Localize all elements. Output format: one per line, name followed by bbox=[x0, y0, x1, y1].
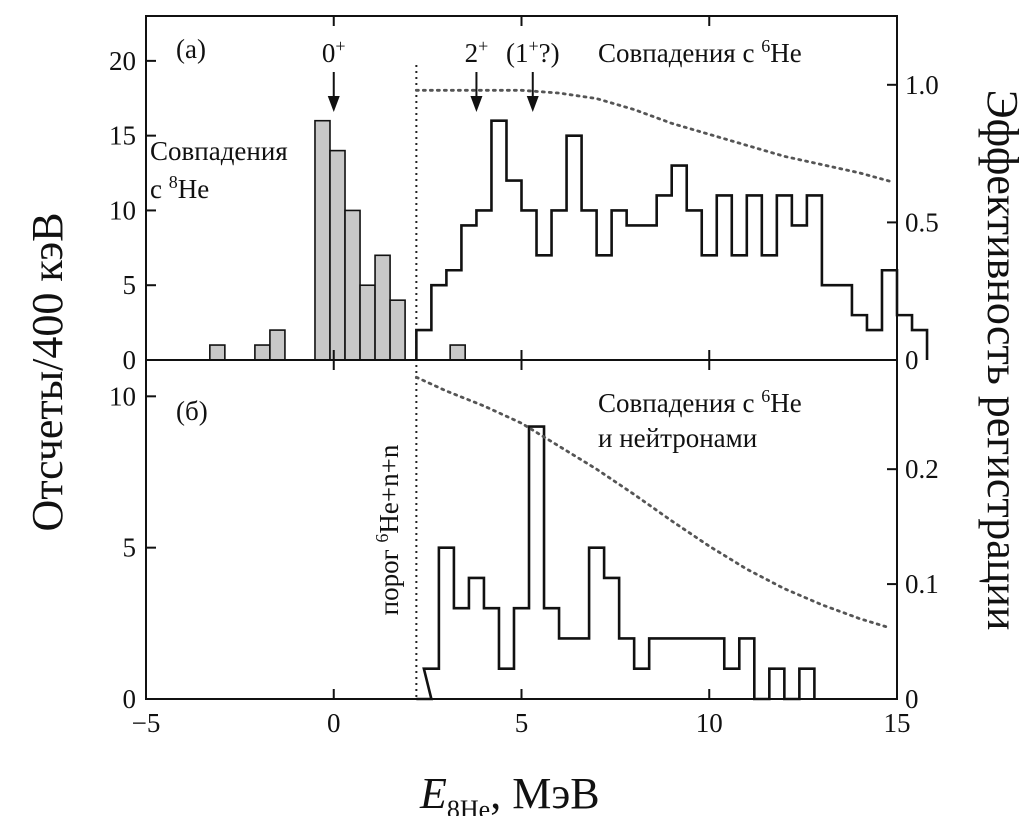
panel-a-eff-tick-label: 1.0 bbox=[905, 70, 939, 100]
shaded-series-label-line1: Совпадения bbox=[150, 136, 288, 166]
panel-a-y-tick-label: 10 bbox=[109, 195, 136, 225]
x-tick-label: 5 bbox=[515, 708, 529, 738]
histogram-bar-8he bbox=[449, 344, 466, 361]
histogram-bar-8he bbox=[269, 329, 286, 361]
x-tick-label: 15 bbox=[884, 708, 911, 738]
x-tick-label: 0 bbox=[327, 708, 341, 738]
threshold-label: порог 6He+n+n bbox=[372, 444, 404, 615]
histogram-bar-8he bbox=[209, 344, 226, 361]
histogram-bar-8he bbox=[374, 254, 391, 361]
y-axis-left-title: Отсчеты/400 кэВ bbox=[23, 213, 72, 532]
panel-b-histogram-step-0 bbox=[416, 425, 816, 701]
panel-a-y-tick-label: 20 bbox=[109, 46, 136, 76]
peak-arrow-head bbox=[327, 96, 340, 112]
panel-b-label: (б) bbox=[176, 396, 208, 426]
panel-a-y-tick-label: 15 bbox=[109, 121, 136, 151]
panel-a-legend-line1: Совпадения с 6He bbox=[598, 36, 802, 68]
panel-b-eff-tick-label: 0 bbox=[905, 684, 919, 714]
x-axis-title-subscript: 8He bbox=[447, 795, 490, 816]
panel-b-legend-line2: и нейтронами bbox=[598, 423, 757, 453]
panel-b-eff-tick-label: 0.2 bbox=[905, 454, 939, 484]
y-axis-right-title: Эффективность регистрации bbox=[978, 90, 1021, 631]
peak-label: 2+ bbox=[465, 36, 489, 68]
panel-a-y-tick-label: 5 bbox=[123, 270, 137, 300]
histogram-bar-8he bbox=[389, 299, 406, 361]
text-layer: Отсчеты/400 кэВ Эффективность регистраци… bbox=[23, 90, 1021, 816]
panel-b-legend-line1: Совпадения с 6He bbox=[598, 386, 802, 418]
panel-b-y-tick-label: 0 bbox=[123, 684, 137, 714]
peak-arrow-head bbox=[470, 96, 483, 112]
histogram-fill-layer bbox=[209, 119, 466, 361]
histogram-bar-8he bbox=[359, 284, 376, 361]
peak-label: (1+?) bbox=[506, 36, 560, 68]
peak-label: 0+ bbox=[322, 36, 346, 68]
x-tick-label: −5 bbox=[132, 708, 161, 738]
x-axis-title-unit: , МэВ bbox=[490, 769, 599, 816]
histogram-bar-8he bbox=[329, 149, 346, 361]
panel-b-efficiency-curve bbox=[414, 375, 891, 630]
panel-a-eff-tick-label: 0.5 bbox=[905, 207, 939, 237]
panel-a-histogram-step-1 bbox=[415, 119, 929, 360]
panel-a-eff-tick-label: 0 bbox=[905, 345, 919, 375]
shaded-series-label-line2: с 8He bbox=[150, 172, 209, 204]
panel-b-eff-tick-label: 0.1 bbox=[905, 569, 939, 599]
histogram-bar-8he bbox=[254, 344, 271, 361]
annotation-layer: порог 6He+n+n (а) Совпадения с 6He Совпаден… bbox=[150, 34, 802, 615]
histogram-bar-8he bbox=[314, 119, 331, 361]
x-axis-title: E8He, МэВ bbox=[419, 769, 600, 816]
panel-b-y-tick-label: 5 bbox=[123, 533, 137, 563]
peak-arrow-head bbox=[526, 96, 539, 112]
panel-b-y-tick-label: 10 bbox=[109, 381, 136, 411]
histogram-bar-8he bbox=[344, 209, 361, 361]
x-tick-label: 10 bbox=[696, 708, 723, 738]
histogram-line-layer bbox=[414, 65, 929, 701]
panel-a-label: (а) bbox=[176, 34, 206, 64]
x-axis-title-symbol: E bbox=[419, 769, 447, 816]
panel-a-efficiency-curve bbox=[414, 88, 891, 183]
panel-a-y-tick-label: 0 bbox=[123, 345, 137, 375]
